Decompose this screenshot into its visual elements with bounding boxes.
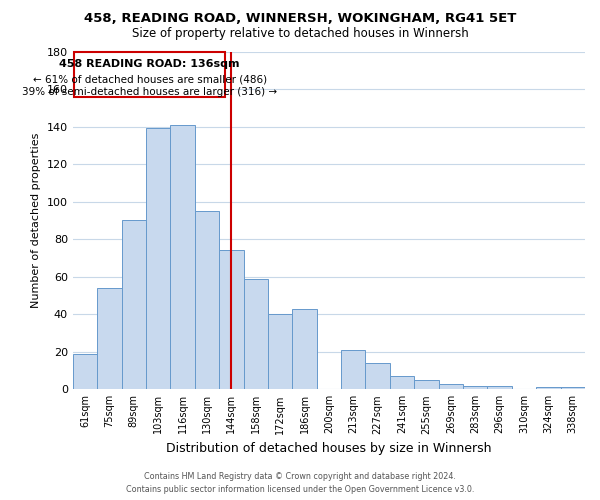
Y-axis label: Number of detached properties: Number of detached properties <box>31 132 41 308</box>
Bar <box>219 250 244 390</box>
Bar <box>341 350 365 390</box>
Bar <box>365 363 390 390</box>
Bar <box>439 384 463 390</box>
Text: 458 READING ROAD: 136sqm: 458 READING ROAD: 136sqm <box>59 59 240 69</box>
Bar <box>487 386 512 390</box>
Bar <box>292 308 317 390</box>
Bar <box>244 278 268 390</box>
Text: 458, READING ROAD, WINNERSH, WOKINGHAM, RG41 5ET: 458, READING ROAD, WINNERSH, WOKINGHAM, … <box>84 12 516 26</box>
Bar <box>170 124 195 390</box>
Bar <box>268 314 292 390</box>
Text: ← 61% of detached houses are smaller (486): ← 61% of detached houses are smaller (48… <box>32 74 267 84</box>
Bar <box>560 388 585 390</box>
Bar <box>195 211 219 390</box>
X-axis label: Distribution of detached houses by size in Winnersh: Distribution of detached houses by size … <box>166 442 491 455</box>
Bar <box>536 388 560 390</box>
Text: Size of property relative to detached houses in Winnersh: Size of property relative to detached ho… <box>131 28 469 40</box>
Text: Contains HM Land Registry data © Crown copyright and database right 2024.
Contai: Contains HM Land Registry data © Crown c… <box>126 472 474 494</box>
Text: 39% of semi-detached houses are larger (316) →: 39% of semi-detached houses are larger (… <box>22 87 277 97</box>
Bar <box>463 386 487 390</box>
Bar <box>97 288 122 390</box>
Bar <box>73 354 97 390</box>
FancyBboxPatch shape <box>74 52 225 96</box>
Bar <box>146 128 170 390</box>
Bar <box>390 376 414 390</box>
Bar <box>414 380 439 390</box>
Bar <box>122 220 146 390</box>
